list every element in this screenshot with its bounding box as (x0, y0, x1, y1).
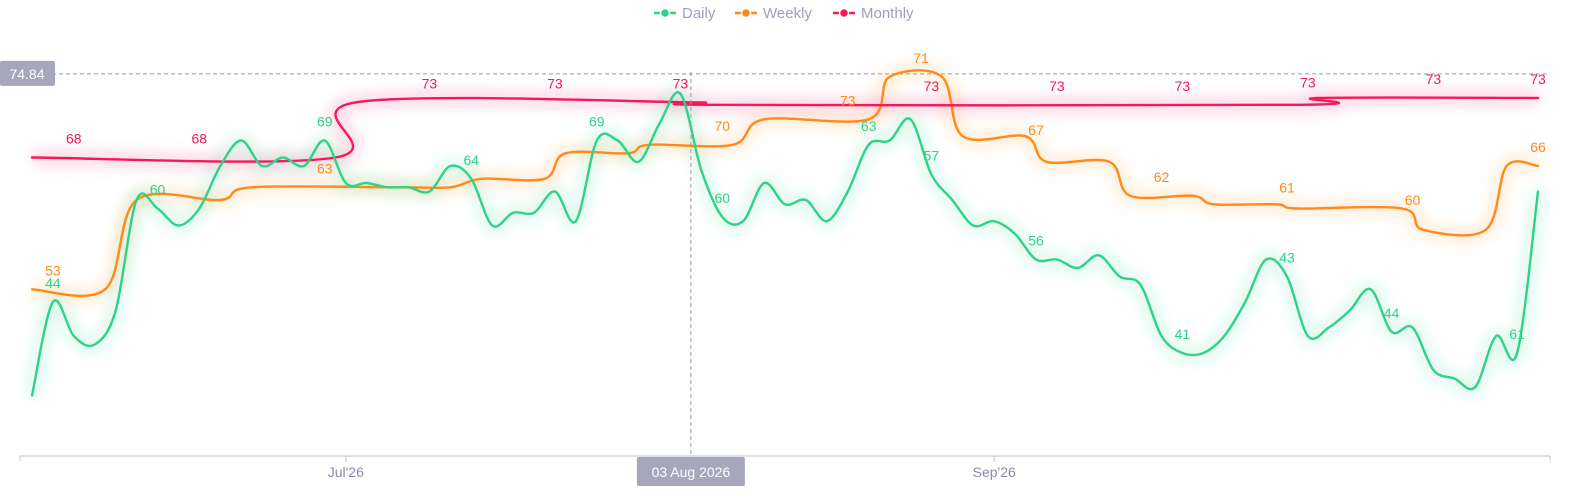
data-labels: 44 60 69 64 69 60 63 57 56 41 43 44 61 53 63 70 73 71 67 62… (45, 50, 1546, 342)
daily-data-label: 69 (317, 114, 333, 130)
chart-legend: Daily Weekly Monthly (654, 5, 914, 22)
series-lines (30, 69, 1540, 397)
weekly-series-line (30, 69, 1540, 298)
crosshair-tags: 74.84 03 Aug 2026 (0, 60, 745, 486)
monthly-data-label: 73 (924, 78, 940, 94)
x-tick-label: Jul'26 (328, 464, 364, 480)
weekly-data-label: 67 (1028, 122, 1044, 138)
weekly-data-label: 61 (1279, 179, 1295, 195)
crosshair (52, 72, 1548, 455)
daily-data-label: 60 (715, 190, 731, 206)
daily-data-label: 44 (1384, 305, 1400, 321)
legend-label: Monthly (861, 5, 914, 22)
weekly-data-label: 60 (1405, 192, 1421, 208)
daily-data-label: 43 (1279, 250, 1295, 266)
crosshair-y-tag (0, 60, 55, 86)
monthly-data-label: 73 (422, 75, 438, 91)
weekly-data-label: 63 (317, 160, 333, 176)
daily-data-label: 63 (861, 118, 877, 134)
weekly-data-label: 66 (1530, 139, 1546, 155)
daily-data-label: 57 (924, 148, 940, 164)
monthly-data-label: 73 (1426, 71, 1442, 87)
weekly-data-label: 53 (45, 262, 61, 278)
daily-series-line (30, 91, 1540, 397)
monthly-data-label: 73 (1175, 78, 1191, 94)
weekly-data-label: 71 (913, 50, 929, 66)
legend-item-daily[interactable]: Daily (654, 5, 716, 22)
x-tick-label: Sep'26 (973, 464, 1016, 480)
legend-label: Weekly (763, 5, 812, 22)
daily-data-label: 69 (589, 114, 605, 130)
daily-data-label: 61 (1509, 326, 1525, 342)
crosshair-y-label: 74.84 (9, 66, 44, 82)
daily-data-label: 64 (464, 152, 480, 168)
x-axis: Jul'26 Sep'26 (19, 455, 1551, 480)
daily-data-label: 41 (1175, 326, 1191, 342)
legend-dot-marker (838, 7, 850, 19)
weekly-data-label: 62 (1154, 169, 1170, 185)
monthly-data-label: 73 (1300, 74, 1316, 90)
daily-series-glow (25, 85, 1545, 398)
weekly-data-label: 70 (715, 118, 731, 134)
legend-dot-marker (740, 7, 752, 19)
monthly-data-label: 68 (192, 131, 208, 147)
crosshair-x-label: 03 Aug 2026 (652, 464, 731, 480)
legend-label: Daily (682, 5, 716, 22)
monthly-data-label: 68 (66, 131, 82, 147)
daily-data-label: 44 (45, 275, 61, 291)
monthly-data-label: 73 (547, 75, 563, 91)
monthly-data-label: 73 (1049, 78, 1065, 94)
legend-item-weekly[interactable]: Weekly (735, 5, 812, 22)
weekly-data-label: 73 (840, 92, 856, 108)
legend-item-monthly[interactable]: Monthly (833, 5, 914, 22)
legend-dot-marker (659, 7, 671, 19)
monthly-data-label: 73 (673, 75, 689, 91)
monthly-series-line (30, 96, 1540, 163)
crosshair-x-tag (636, 457, 745, 486)
daily-data-label: 56 (1028, 233, 1044, 249)
daily-data-label: 60 (150, 182, 166, 198)
monthly-data-label: 73 (1530, 71, 1546, 87)
